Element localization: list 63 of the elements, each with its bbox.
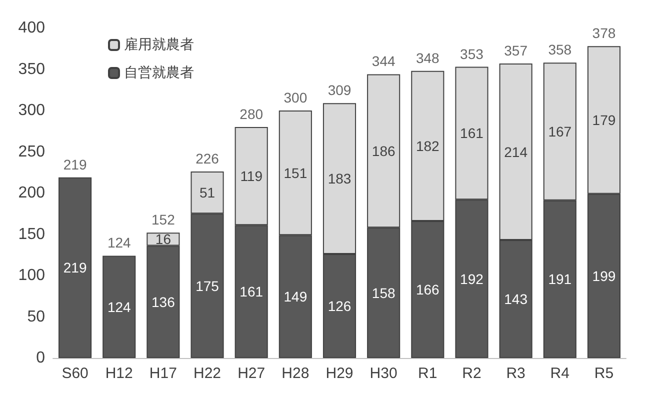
x-tick-label: H29 — [326, 365, 354, 382]
data-label: 166 — [416, 282, 440, 298]
data-label: 51 — [199, 184, 216, 201]
data-label: 158 — [372, 284, 396, 301]
y-tick-label: 50 — [27, 308, 46, 326]
x-tick-label: H22 — [194, 365, 222, 382]
data-label: 191 — [548, 271, 572, 288]
total-label: 348 — [416, 50, 440, 66]
data-label: 192 — [460, 270, 484, 287]
total-label: 226 — [196, 150, 220, 167]
total-label: 124 — [107, 234, 132, 251]
x-tick-label: H12 — [105, 365, 133, 382]
y-tick-label: 150 — [18, 226, 46, 243]
data-label: 124 — [107, 298, 132, 315]
total-label: 309 — [328, 82, 352, 98]
data-label: 161 — [240, 284, 264, 300]
legend-label: 雇用就農者 — [124, 37, 194, 53]
data-label: 167 — [548, 124, 572, 140]
y-tick-label: 350 — [18, 60, 46, 78]
y-tick-label: 250 — [18, 143, 46, 160]
data-label: 179 — [592, 112, 616, 128]
y-tick-label: 400 — [18, 20, 46, 36]
data-label: 143 — [504, 291, 528, 308]
y-tick-label: 100 — [18, 267, 46, 284]
data-label: 151 — [284, 164, 308, 181]
x-tick-label: H27 — [238, 365, 266, 382]
x-tick-label: H30 — [370, 365, 398, 382]
total-label: 300 — [284, 90, 308, 106]
x-tick-label: R5 — [594, 365, 614, 382]
total-label: 280 — [240, 106, 264, 122]
data-label: 182 — [416, 138, 440, 154]
total-label: 344 — [372, 53, 396, 70]
total-label: 357 — [504, 42, 528, 58]
total-label: 152 — [152, 212, 176, 228]
data-label: 186 — [372, 142, 396, 159]
data-label: 175 — [196, 278, 220, 294]
y-tick-label: 300 — [18, 102, 46, 119]
x-tick-label: H17 — [149, 365, 177, 382]
x-tick-label: R4 — [550, 365, 570, 382]
y-tick-label: 0 — [36, 350, 46, 366]
data-label: 126 — [328, 298, 352, 314]
data-label: 161 — [460, 125, 484, 142]
total-label: 378 — [592, 25, 616, 42]
data-label: 149 — [284, 288, 308, 305]
total-label: 358 — [548, 42, 572, 58]
x-tick-label: R3 — [506, 365, 526, 382]
data-label: 119 — [240, 168, 263, 184]
bar — [58, 177, 92, 358]
total-label: 219 — [63, 156, 87, 172]
bar — [102, 256, 136, 358]
data-label: 214 — [504, 144, 528, 160]
x-tick-label: S60 — [62, 365, 88, 382]
data-label: 199 — [592, 268, 616, 284]
y-tick-label: 200 — [18, 184, 46, 202]
x-tick-label: R1 — [418, 365, 438, 382]
data-label: 136 — [152, 294, 176, 310]
x-tick-label: H28 — [282, 365, 310, 382]
data-label: 183 — [328, 170, 352, 187]
legend-label: 自営就農者 — [124, 65, 194, 81]
x-tick-label: R2 — [462, 365, 482, 382]
data-label: 16 — [155, 231, 172, 248]
data-label: 219 — [63, 260, 87, 276]
total-label: 353 — [460, 46, 484, 62]
